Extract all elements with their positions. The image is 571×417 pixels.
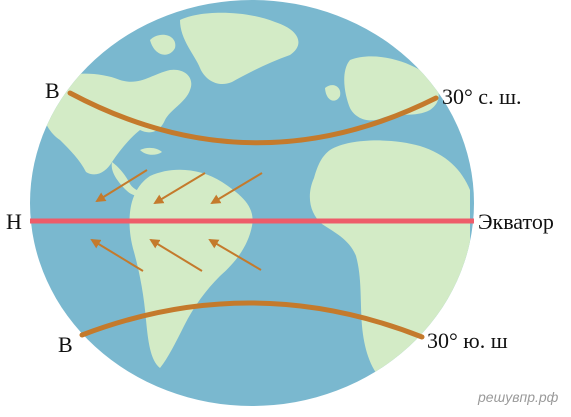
label-north-latitude: 30° с. ш. [442,84,522,109]
southern-trade-winds [90,238,262,272]
central-america-landmass [111,162,146,196]
wind-arrow [208,238,262,271]
label-high-pressure-south: В [58,332,73,357]
wind-arrow [90,238,144,272]
europe-landmass [344,56,439,121]
label-equator: Экватор [478,209,554,234]
caribbean-islands [140,147,162,155]
northern-trade-winds [95,169,263,205]
label-south-latitude: 30° ю. ш [427,328,508,353]
watermark-text: решувпр.рф [477,389,559,405]
label-high-pressure-north: В [45,78,60,103]
arctic-islands [150,34,176,55]
wind-arrow [95,169,148,203]
british-isles [325,85,341,101]
wind-arrow [149,238,203,272]
wind-arrow [153,172,206,205]
latitude-30s-line [79,300,425,340]
greenland-landmass [180,12,299,85]
africa-landmass [309,140,470,380]
label-low-pressure-equator: Н [6,209,22,234]
wind-arrow [210,172,263,205]
latitude-30n-line [67,90,439,146]
